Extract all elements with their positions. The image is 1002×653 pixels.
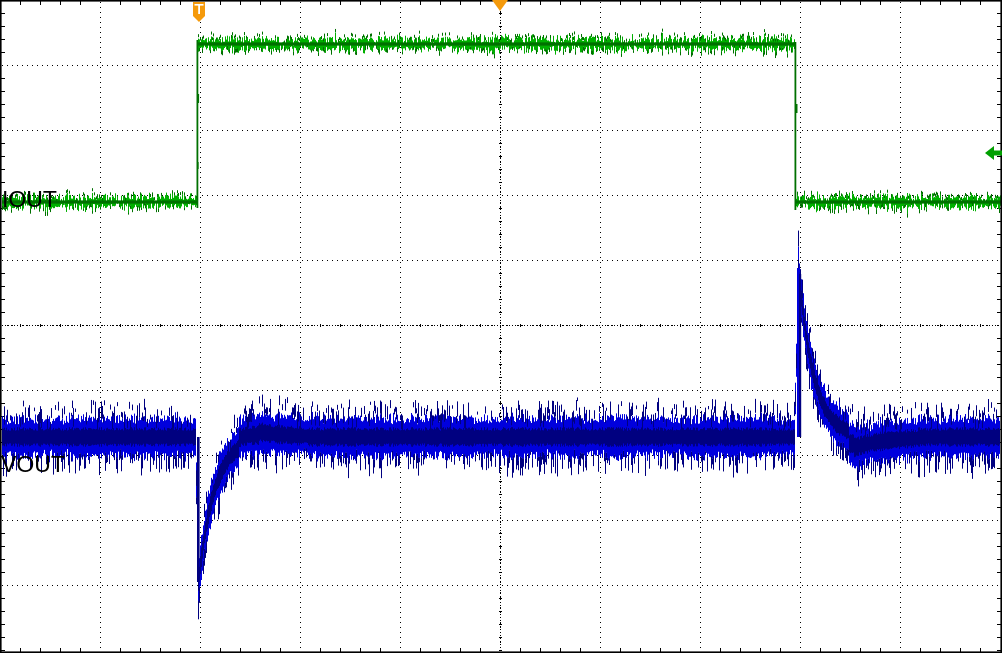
channel-level-arrow-icon[interactable] — [984, 143, 1002, 163]
trace-iout — [2, 28, 1001, 218]
reference-marker-icon[interactable] — [492, 0, 508, 11]
trace-vout — [2, 230, 1000, 620]
trace-label-vout: VOUT — [1, 451, 65, 477]
trace-label-iout: IOUT — [2, 186, 57, 212]
trigger-marker-icon[interactable] — [190, 1, 208, 23]
